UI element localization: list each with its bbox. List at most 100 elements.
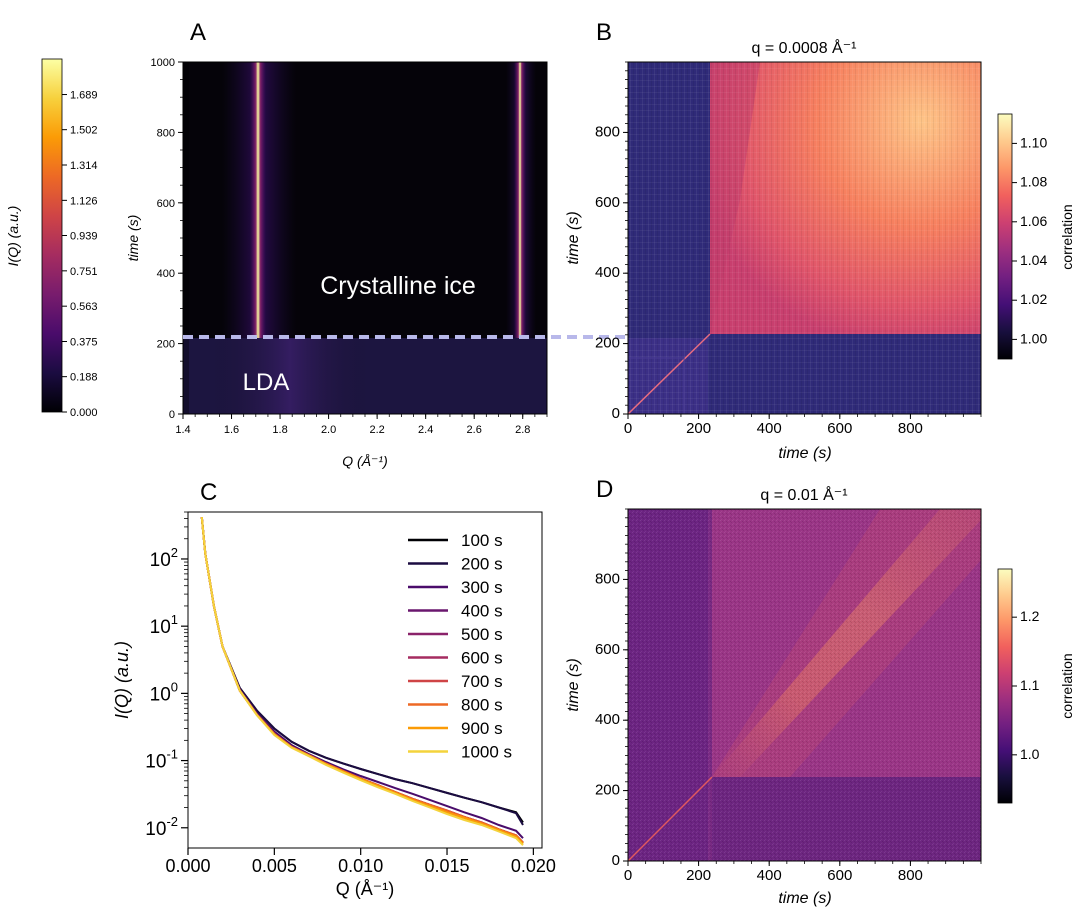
panel-b-ylabel: time (s)	[565, 211, 582, 264]
colorbar-a-label: I(Q) (a.u.)	[5, 206, 21, 267]
x-tick-label: 0.005	[252, 856, 297, 876]
y-tick-label: 10-2	[145, 814, 178, 840]
y-tick-exp: 1	[171, 612, 178, 627]
x-tick-label: 600	[827, 867, 852, 884]
heatmap-d	[628, 509, 981, 861]
panel-a-colorbar: 0.000 0.188 0.375 0.563 0.751 0.939 1.126 1.314…	[5, 58, 98, 419]
legend-label: 900 s	[461, 719, 503, 738]
colorbar-d-label: correlation	[1059, 653, 1075, 718]
cbA-tick-label: 0.563	[70, 301, 98, 313]
plot-c-background	[188, 512, 542, 848]
legend-label: 600 s	[461, 649, 503, 668]
heatmap-b	[628, 62, 981, 414]
cbB-tick-label: 1.00	[1020, 330, 1047, 346]
annotation-lda: LDA	[243, 369, 290, 396]
d-diagonal-line	[628, 776, 713, 861]
series-line-1000s	[200, 517, 524, 846]
panel-c: C 0.000 0.005 0.010 0.015 0.02010-210-110010…	[112, 479, 556, 899]
cbD-tick-label: 1.2	[1020, 608, 1040, 624]
legend-label: 300 s	[461, 578, 503, 597]
y-tick-label: 200	[595, 335, 620, 352]
cbA-tick-label: 1.126	[70, 195, 98, 207]
panel-d: D q = 0.01 Å⁻¹ 0 200 400 600 800 0 200 400 600 80…	[565, 476, 1075, 907]
peak-2	[514, 62, 526, 338]
y-tick-label: 600	[157, 198, 175, 210]
x-tick-label: 200	[686, 420, 711, 437]
colorbar-a-gradient	[41, 58, 63, 413]
y-tick-exp: 0	[171, 679, 178, 694]
cbA-tick-label: 0.939	[70, 231, 98, 243]
y-tick-label: 800	[595, 123, 620, 140]
cbB-tick-label: 1.04	[1020, 252, 1047, 268]
cbA-tick-label: 0.188	[70, 372, 98, 384]
panel-c-letter: C	[200, 479, 217, 506]
y-tick-exp: -2	[166, 814, 178, 829]
colorbar-b-gradient	[997, 113, 1013, 360]
x-tick-label: 2.2	[369, 424, 384, 436]
panel-a-ylabel: time (s)	[125, 215, 141, 262]
cbB-tick-label: 1.08	[1020, 174, 1047, 190]
panel-b-letter: B	[596, 19, 612, 46]
cbB-tick-label: 1.06	[1020, 213, 1047, 229]
x-tick-label: 800	[898, 867, 923, 884]
panel-c-ylabel: I(Q) (a.u.)	[112, 641, 132, 719]
cbA-tick-label: 0.751	[70, 266, 98, 278]
legend-label: 200 s	[461, 555, 503, 574]
x-tick-label: 0	[624, 420, 632, 437]
cbA-tick-label: 1.502	[70, 125, 98, 137]
panel-a: A 0.000 0.188 0.375 0.563 0.751 0.939 1.126 1.3…	[5, 19, 548, 469]
cbA-tick-label: 1.314	[70, 160, 98, 172]
y-tick-exp: -1	[166, 747, 178, 762]
colorbar-b-label: correlation	[1059, 204, 1075, 269]
y-tick-label: 0	[612, 405, 620, 422]
cbA-tick-label: 0.375	[70, 337, 98, 349]
panel-b-title: q = 0.0008 Å⁻¹	[752, 38, 857, 57]
y-tick-label: 600	[595, 641, 620, 658]
y-tick-label: 800	[595, 570, 620, 587]
y-tick-base: 10	[150, 617, 171, 638]
legend-label: 500 s	[461, 625, 503, 644]
b-noise	[628, 62, 981, 414]
y-tick-label: 200	[595, 782, 620, 799]
panel-a-xlabel: Q (Å⁻¹)	[342, 453, 388, 469]
x-tick-label: 400	[757, 420, 782, 437]
cbD-tick-label: 1.0	[1020, 746, 1040, 762]
x-tick-label: 2.6	[467, 424, 482, 436]
y-tick-base: 10	[150, 684, 171, 705]
cbA-tick-label: 0.000	[70, 407, 98, 419]
annotation-crystalline: Crystalline ice	[320, 272, 476, 300]
x-tick-label: 200	[686, 867, 711, 884]
panel-a-letter: A	[190, 19, 206, 46]
y-tick-base: 10	[145, 752, 166, 773]
heatmap-a	[183, 62, 547, 414]
panel-d-ylabel: time (s)	[565, 658, 582, 711]
x-tick-label: 0	[624, 867, 632, 884]
y-tick-label: 200	[157, 339, 175, 351]
y-tick-label: 1000	[151, 57, 175, 69]
panel-b-colorbar: 1.00 1.02 1.04 1.06 1.08 1.10 correlation	[997, 113, 1075, 360]
y-tick-label: 0	[612, 852, 620, 869]
legend-label: 800 s	[461, 696, 503, 715]
legend-label: 1000 s	[461, 743, 512, 762]
legend-label: 700 s	[461, 672, 503, 691]
colorbar-d-gradient	[997, 568, 1013, 804]
b-diagonal-step	[628, 357, 685, 414]
panel-d-letter: D	[596, 476, 613, 503]
x-tick-label: 400	[757, 867, 782, 884]
plot-c-frame	[187, 511, 543, 849]
cbB-tick-label: 1.10	[1020, 134, 1047, 150]
y-tick-label: 101	[150, 612, 178, 638]
y-tick-label: 800	[157, 127, 175, 139]
x-tick-label: 0.020	[511, 856, 556, 876]
x-tick-label: 2.0	[321, 424, 336, 436]
y-tick-label: 400	[595, 264, 620, 281]
legend-label: 100 s	[461, 531, 503, 550]
panel-b: B q = 0.0008 Å⁻¹ 0 200 400 600 800 0 200 400 600…	[565, 19, 1075, 462]
b-diagonal	[628, 333, 711, 414]
y-tick-label: 600	[595, 194, 620, 211]
x-tick-label: 1.8	[272, 424, 287, 436]
x-tick-label: 1.6	[224, 424, 239, 436]
y-tick-label: 400	[157, 268, 175, 280]
panel-b-xlabel: time (s)	[778, 445, 831, 462]
